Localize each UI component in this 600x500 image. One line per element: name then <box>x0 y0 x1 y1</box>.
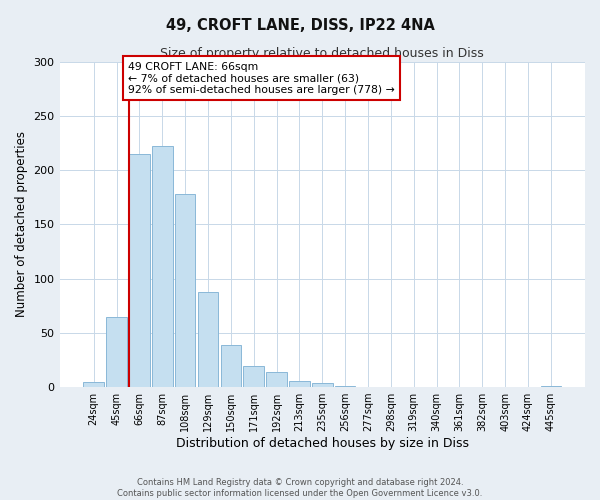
Bar <box>106 316 127 387</box>
Bar <box>335 386 355 387</box>
Bar <box>129 154 150 387</box>
Text: 49 CROFT LANE: 66sqm
← 7% of detached houses are smaller (63)
92% of semi-detach: 49 CROFT LANE: 66sqm ← 7% of detached ho… <box>128 62 395 95</box>
Bar <box>244 366 264 387</box>
Bar <box>198 292 218 387</box>
Bar <box>83 382 104 387</box>
Bar <box>175 194 196 387</box>
X-axis label: Distribution of detached houses by size in Diss: Distribution of detached houses by size … <box>176 437 469 450</box>
Bar <box>312 382 332 387</box>
Bar <box>152 146 173 387</box>
Text: Contains HM Land Registry data © Crown copyright and database right 2024.
Contai: Contains HM Land Registry data © Crown c… <box>118 478 482 498</box>
Title: Size of property relative to detached houses in Diss: Size of property relative to detached ho… <box>160 48 484 60</box>
Y-axis label: Number of detached properties: Number of detached properties <box>15 132 28 318</box>
Bar <box>221 345 241 387</box>
Text: 49, CROFT LANE, DISS, IP22 4NA: 49, CROFT LANE, DISS, IP22 4NA <box>166 18 434 32</box>
Bar <box>266 372 287 387</box>
Bar <box>541 386 561 387</box>
Bar <box>289 380 310 387</box>
